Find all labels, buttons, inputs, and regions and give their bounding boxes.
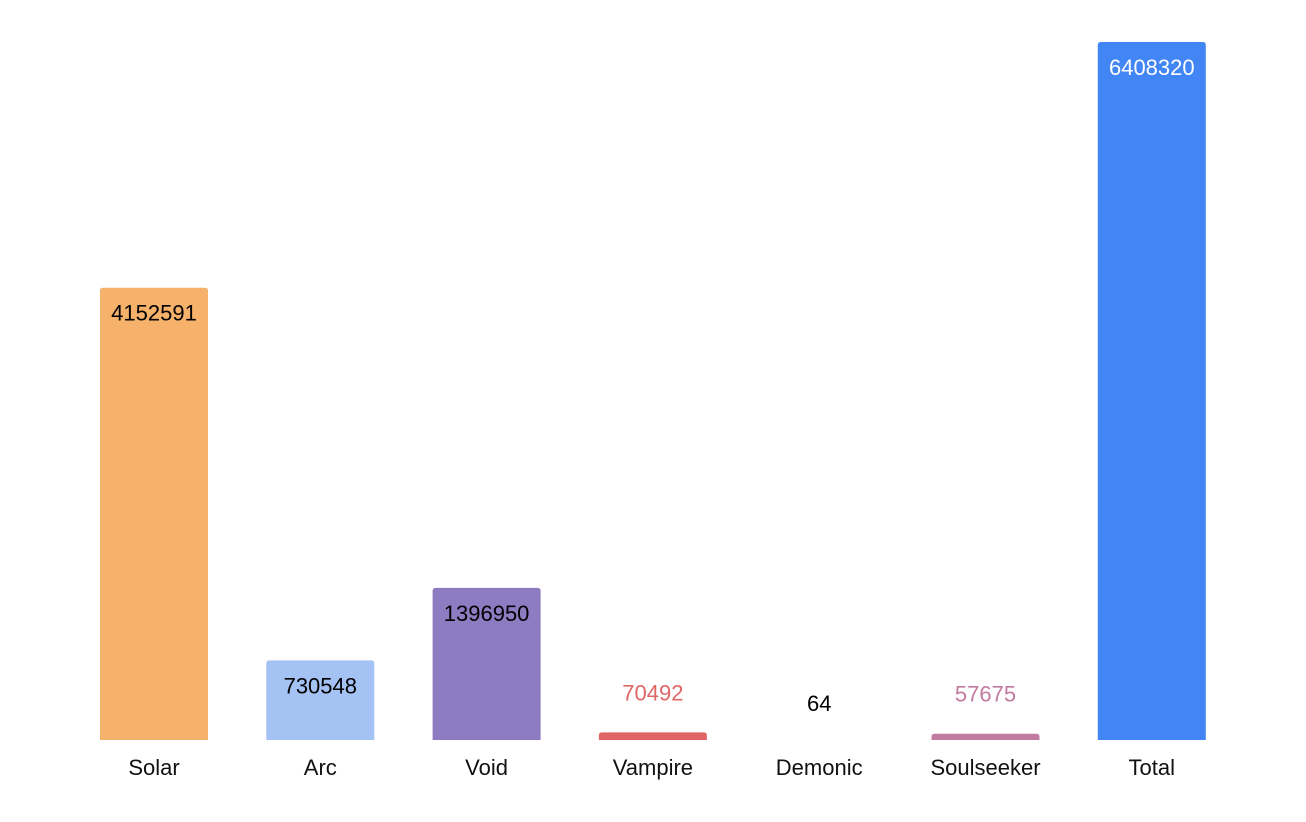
bar-soulseeker bbox=[931, 733, 1040, 740]
value-labels-layer: 4152591 730548 1396950 70492 64 57675 6408320 bbox=[111, 55, 1194, 716]
x-tick-label-void: Void bbox=[465, 755, 508, 780]
x-tick-labels-layer: Solar Arc Void Vampire Demonic Soulseeker Tota… bbox=[128, 755, 1175, 780]
x-tick-label-arc: Arc bbox=[304, 755, 337, 780]
value-label-demonic: 64 bbox=[807, 691, 831, 716]
value-label-total: 6408320 bbox=[1109, 55, 1195, 80]
bar-vampire bbox=[598, 732, 707, 740]
value-label-vampire: 70492 bbox=[622, 680, 683, 705]
x-tick-label-vampire: Vampire bbox=[613, 755, 693, 780]
x-tick-label-solar: Solar bbox=[128, 755, 179, 780]
value-label-void: 1396950 bbox=[444, 601, 530, 626]
x-tick-label-demonic: Demonic bbox=[776, 755, 863, 780]
bar-arc bbox=[266, 660, 375, 740]
x-tick-label-soulseeker: Soulseeker bbox=[930, 755, 1040, 780]
bar-void bbox=[432, 587, 541, 740]
value-label-soulseeker: 57675 bbox=[955, 682, 1016, 707]
value-label-arc: 730548 bbox=[284, 673, 357, 698]
bar-solar bbox=[100, 287, 208, 740]
value-label-solar: 4152591 bbox=[111, 301, 197, 326]
bar-total bbox=[1097, 42, 1206, 740]
x-tick-label-total: Total bbox=[1129, 755, 1175, 780]
bars-layer bbox=[100, 42, 1206, 740]
